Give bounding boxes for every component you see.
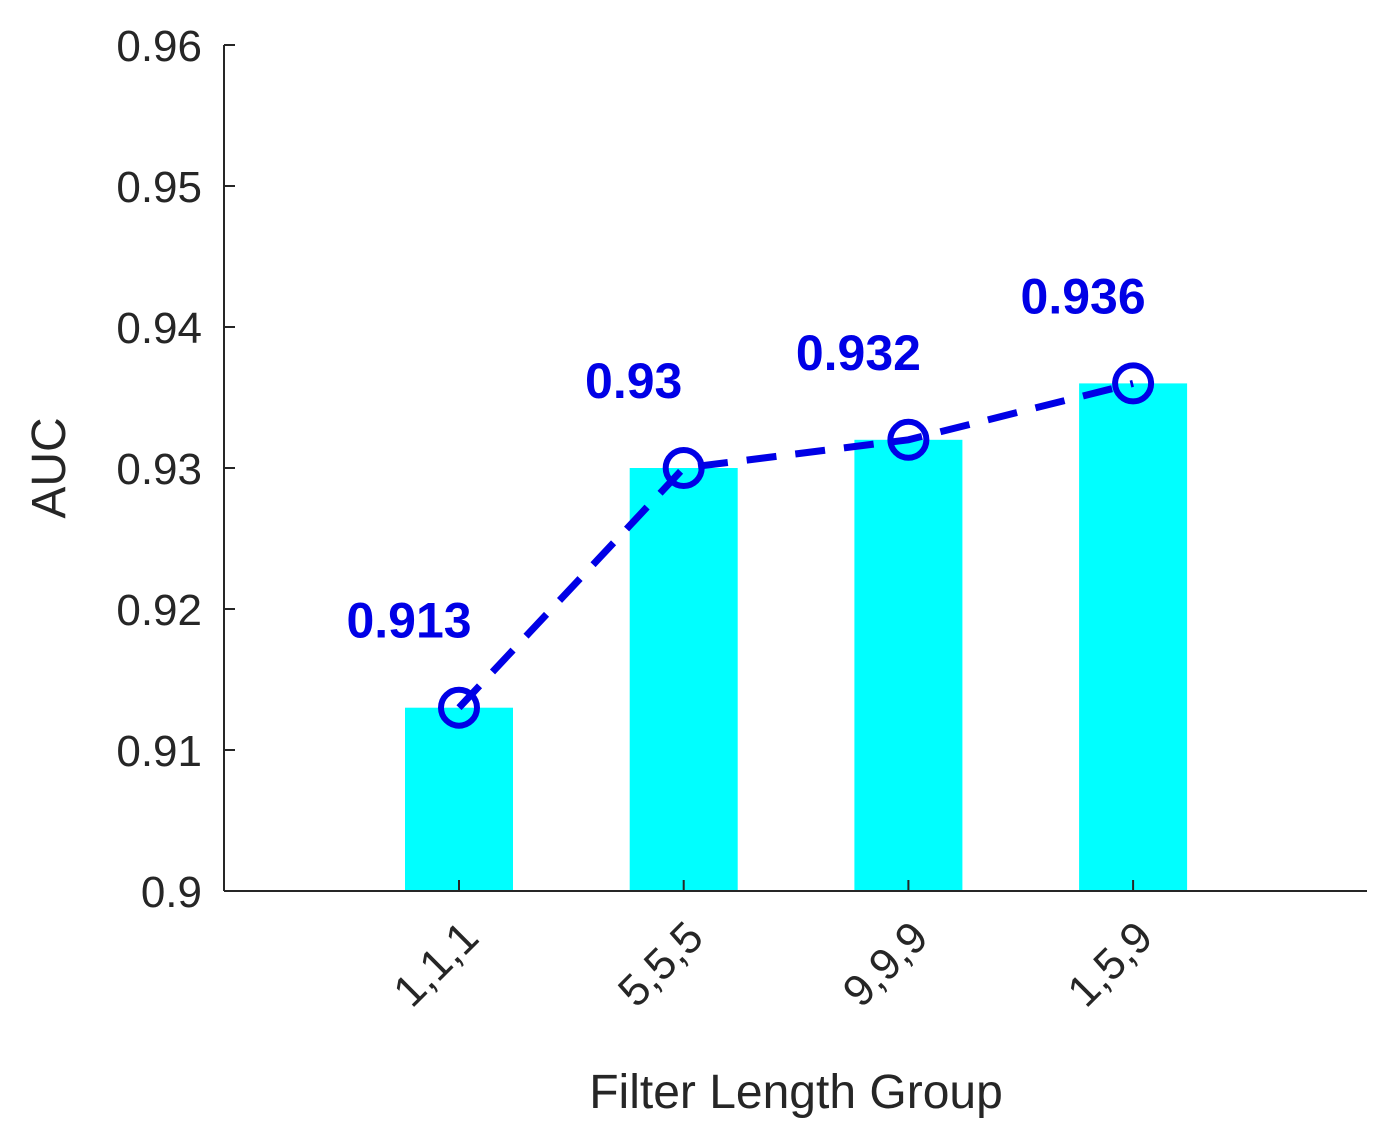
- bar-4: [1079, 383, 1188, 891]
- x-tick-label: 5,5,5: [609, 912, 713, 1016]
- y-axis-title: AUC: [23, 417, 76, 518]
- y-tick-label: 0.96: [116, 22, 202, 71]
- x-tick-label: 9,9,9: [834, 912, 938, 1016]
- x-tick-label: 1,5,9: [1058, 912, 1162, 1016]
- auc-trend-line: [456, 380, 1134, 711]
- y-tick-label: 0.92: [116, 586, 202, 635]
- bars-layer: [405, 383, 1188, 891]
- y-tick-label: 0.93: [116, 445, 202, 494]
- line-layer: [438, 362, 1155, 729]
- bar-3: [854, 439, 963, 891]
- line-marker-2: [662, 447, 705, 489]
- data-label-2: 0.93: [585, 353, 682, 409]
- bar-1: [405, 707, 513, 891]
- data-label-3: 0.932: [796, 325, 921, 381]
- line-marker-4: [1112, 362, 1155, 405]
- data-label-1: 0.913: [346, 593, 471, 649]
- y-tick-label: 0.9: [141, 868, 202, 917]
- y-ticks: 0.9 0.91 0.92 0.93 0.94 0.95 0.96: [116, 22, 235, 917]
- y-tick-label: 0.95: [116, 163, 202, 212]
- line-marker-3: [887, 418, 930, 461]
- x-tick-label: 1,1,1: [384, 912, 488, 1016]
- data-labels: 0.913 0.93 0.932 0.936: [346, 268, 1145, 648]
- bar-2: [629, 468, 738, 891]
- y-tick-label: 0.94: [116, 304, 202, 353]
- data-label-4: 0.936: [1021, 268, 1146, 324]
- x-ticks: 1,1,1 5,5,5 9,9,9 1,5,9: [384, 880, 1162, 1016]
- x-axis-title: Filter Length Group: [589, 1066, 1003, 1119]
- y-tick-label: 0.91: [116, 727, 202, 776]
- line-marker-1: [438, 686, 480, 729]
